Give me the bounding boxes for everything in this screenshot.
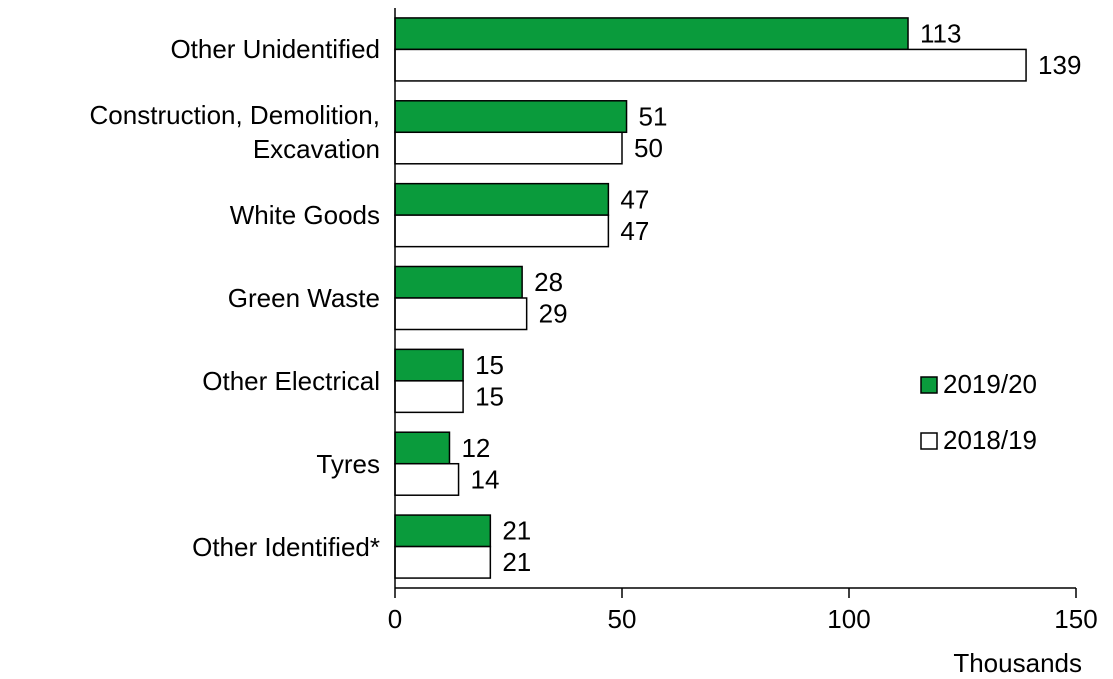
category-label: Other Unidentified [170, 34, 380, 65]
category-label: Tyres [316, 448, 380, 479]
bar [394, 380, 464, 414]
bar [394, 17, 909, 51]
value-label: 47 [620, 216, 649, 246]
category-label-box: Construction, Demolition, Excavation [89, 100, 380, 165]
value-label: 28 [534, 267, 563, 297]
category-label: White Goods [229, 200, 380, 231]
legend-swatch [920, 376, 938, 394]
category-label-box: Other Unidentified [170, 34, 380, 65]
value-label: 12 [461, 433, 490, 463]
value-label: 21 [502, 547, 531, 577]
category-label-box: White Goods [229, 200, 380, 231]
bar [394, 100, 628, 134]
category-label-box: Other Electrical [202, 365, 380, 396]
value-label: 29 [539, 299, 568, 329]
bar [394, 462, 460, 496]
value-label: 47 [620, 184, 649, 214]
legend-swatch [920, 432, 938, 450]
x-axis-label: Thousands [953, 648, 1082, 678]
bar [394, 182, 610, 216]
x-tick-label: 50 [608, 604, 637, 634]
value-label: 15 [475, 350, 504, 380]
x-tick-label: 150 [1054, 604, 1097, 634]
category-label-box: Other Identified* [192, 531, 380, 562]
bar [394, 348, 464, 382]
value-label: 50 [634, 133, 663, 163]
value-label: 113 [920, 19, 961, 49]
category-label: Green Waste [227, 283, 380, 313]
category-label: Construction, Demolition, Excavation [89, 100, 380, 165]
value-label: 21 [502, 516, 531, 546]
x-tick-label: 0 [388, 604, 402, 634]
bar [394, 48, 1027, 82]
bar [394, 431, 451, 465]
value-label: 139 [1038, 50, 1081, 80]
category-label: Other Electrical [202, 365, 380, 396]
bar [394, 514, 492, 548]
category-label-box: Tyres [316, 448, 380, 479]
x-tick-label: 100 [827, 604, 870, 634]
bar [394, 214, 610, 248]
bar [394, 545, 492, 579]
legend-label: 2018/19 [943, 425, 1037, 455]
value-label: 51 [639, 101, 668, 131]
category-label: Other Identified* [192, 531, 380, 562]
category-label-box: Green Waste [227, 283, 380, 313]
bar [394, 131, 623, 165]
legend-label: 2019/20 [943, 369, 1037, 399]
bar [394, 265, 523, 299]
bar [394, 297, 528, 331]
value-label: 14 [471, 464, 500, 494]
value-label: 15 [475, 381, 504, 411]
